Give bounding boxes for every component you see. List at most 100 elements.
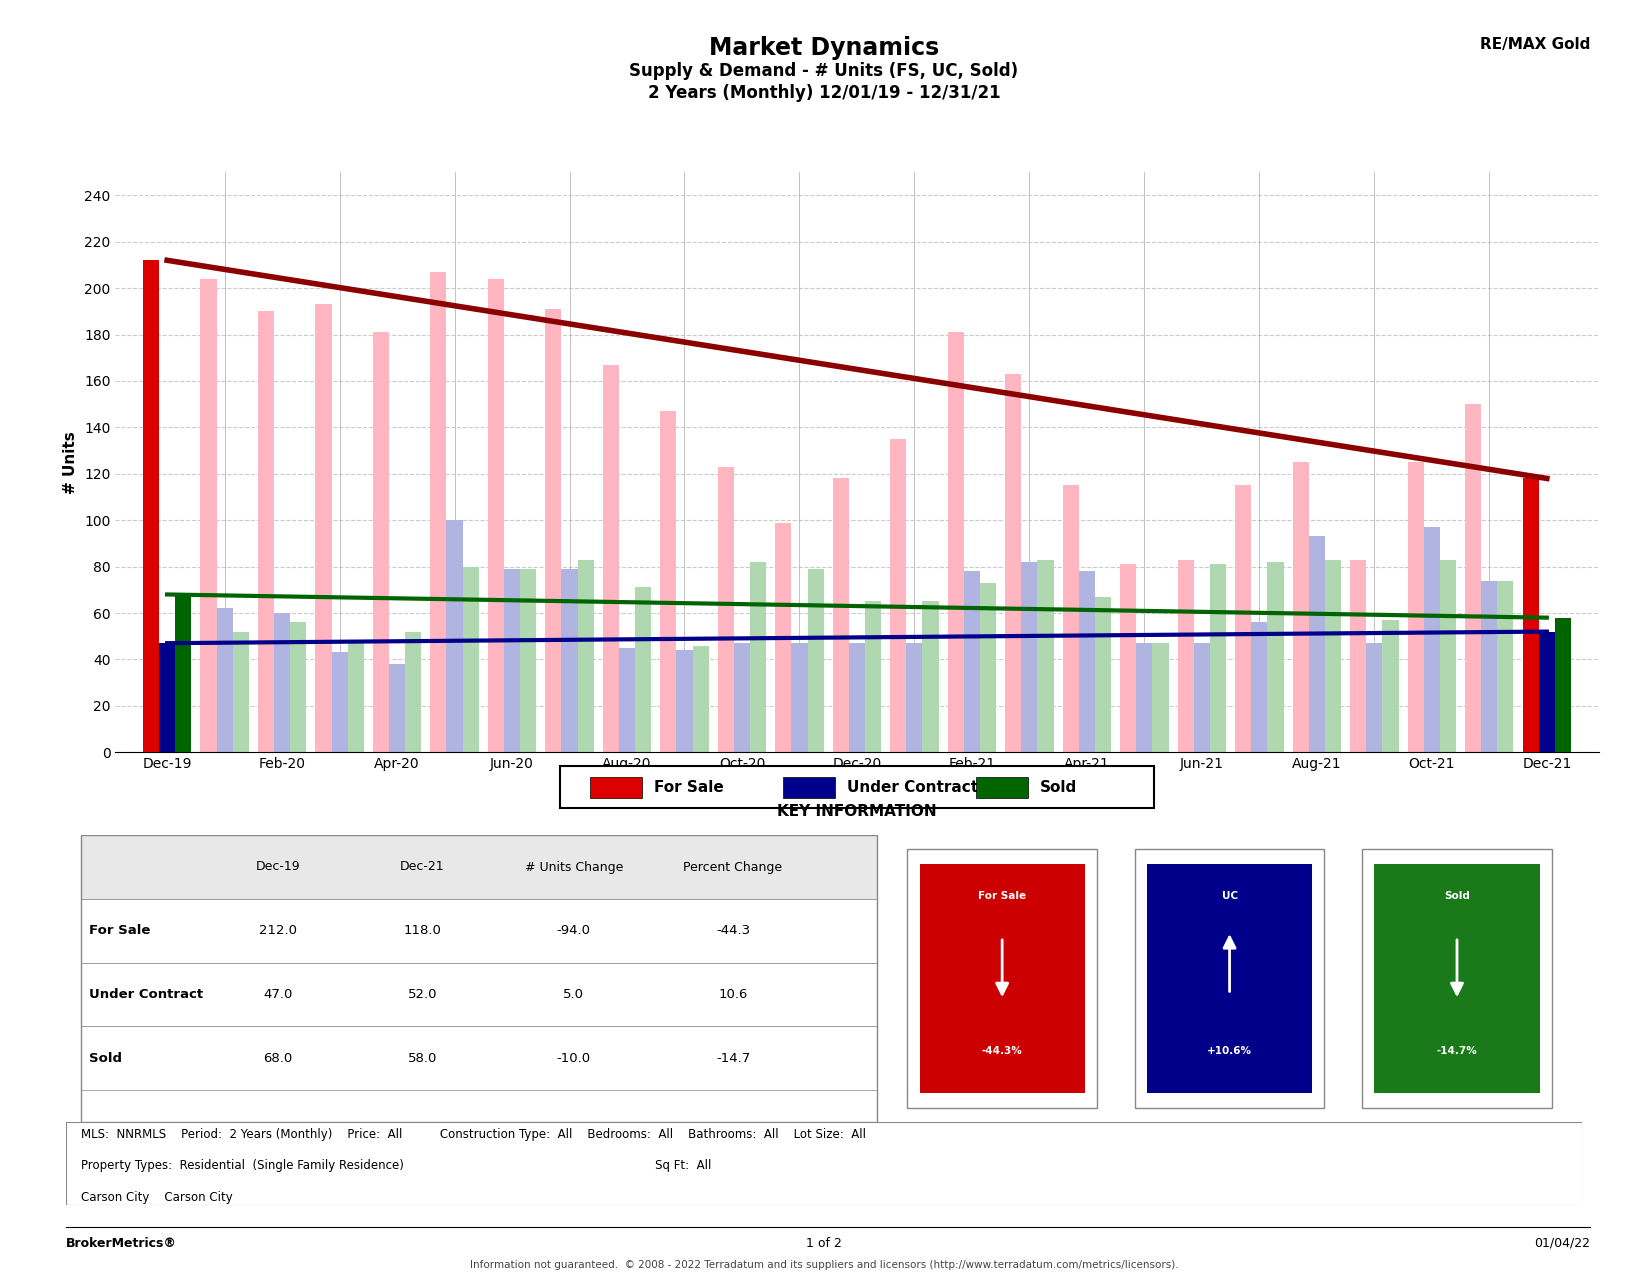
Bar xyxy=(808,569,824,752)
FancyBboxPatch shape xyxy=(560,766,1154,808)
Text: 212.0: 212.0 xyxy=(259,924,297,937)
Bar xyxy=(923,602,939,752)
Text: For Sale: For Sale xyxy=(977,891,1027,901)
Text: UC: UC xyxy=(1221,891,1238,901)
Bar xyxy=(447,520,463,752)
Text: Carson City    Carson City: Carson City Carson City xyxy=(81,1191,232,1204)
Text: BrokerMetrics®: BrokerMetrics® xyxy=(66,1237,176,1250)
Text: Sold: Sold xyxy=(89,1052,122,1065)
Bar xyxy=(590,776,641,798)
Text: Dec-19: Dec-19 xyxy=(255,861,300,873)
Bar xyxy=(81,1026,877,1090)
Bar xyxy=(603,365,620,752)
Text: For Sale: For Sale xyxy=(654,780,723,794)
Text: Information not guaranteed.  © 2008 - 2022 Terradatum and its suppliers and lice: Information not guaranteed. © 2008 - 202… xyxy=(470,1260,1178,1270)
Text: 47.0: 47.0 xyxy=(264,988,293,1001)
Bar xyxy=(562,569,577,752)
Bar xyxy=(372,333,389,752)
Bar xyxy=(81,835,877,1122)
Bar xyxy=(1236,486,1251,752)
Bar xyxy=(908,849,1098,1108)
Bar xyxy=(1374,864,1539,1094)
Bar xyxy=(1152,643,1168,752)
Bar xyxy=(1523,478,1539,752)
Bar xyxy=(1251,622,1267,752)
Bar xyxy=(661,411,676,752)
Bar xyxy=(1539,631,1554,752)
Bar xyxy=(1350,560,1366,752)
Text: -10.0: -10.0 xyxy=(557,1052,592,1065)
Bar xyxy=(676,650,692,752)
Bar xyxy=(1523,478,1539,752)
Y-axis label: # Units: # Units xyxy=(63,431,79,493)
Bar xyxy=(906,643,923,752)
Bar xyxy=(1079,571,1094,752)
Bar xyxy=(964,571,981,752)
Bar xyxy=(1094,597,1111,752)
Bar xyxy=(981,583,995,752)
Bar xyxy=(143,260,160,752)
Text: Under Contract: Under Contract xyxy=(89,988,203,1001)
Text: 5.0: 5.0 xyxy=(564,988,585,1001)
Bar xyxy=(160,643,175,752)
Text: For Sale: For Sale xyxy=(89,924,150,937)
Bar xyxy=(1554,617,1571,752)
Text: MLS:  NNRMLS    Period:  2 Years (Monthly)    Price:  All          Construction : MLS: NNRMLS Period: 2 Years (Monthly) Pr… xyxy=(81,1128,867,1141)
Bar xyxy=(1022,562,1038,752)
Bar xyxy=(175,594,191,752)
Bar xyxy=(1465,404,1482,752)
Bar xyxy=(331,653,348,752)
Bar xyxy=(1407,463,1424,752)
Bar xyxy=(1178,560,1193,752)
Text: Percent Change: Percent Change xyxy=(684,861,783,873)
Bar xyxy=(1292,463,1309,752)
Bar xyxy=(1325,560,1341,752)
Bar xyxy=(545,309,562,752)
Bar xyxy=(348,643,364,752)
Bar xyxy=(634,588,651,752)
Text: -44.3%: -44.3% xyxy=(982,1046,1022,1056)
Text: -14.7%: -14.7% xyxy=(1437,1046,1477,1056)
Text: KEY INFORMATION: KEY INFORMATION xyxy=(778,803,936,819)
Text: Supply & Demand - # Units (FS, UC, Sold): Supply & Demand - # Units (FS, UC, Sold) xyxy=(630,62,1018,80)
Bar xyxy=(1363,849,1552,1108)
Text: -94.0: -94.0 xyxy=(557,924,592,937)
Bar xyxy=(1121,565,1137,752)
Bar xyxy=(521,569,536,752)
Bar xyxy=(1498,580,1513,752)
Bar xyxy=(791,643,808,752)
Text: 118.0: 118.0 xyxy=(404,924,442,937)
Bar xyxy=(1193,643,1210,752)
Bar xyxy=(1554,617,1571,752)
Text: +10.6%: +10.6% xyxy=(1206,1046,1252,1056)
Bar xyxy=(890,439,906,752)
Bar xyxy=(948,333,964,752)
Text: Sold: Sold xyxy=(1444,891,1470,901)
Bar xyxy=(976,776,1028,798)
Bar xyxy=(1210,565,1226,752)
Text: 58.0: 58.0 xyxy=(407,1052,437,1065)
Bar xyxy=(750,562,766,752)
Bar xyxy=(719,467,733,752)
Bar xyxy=(232,631,249,752)
Text: Dec-21: Dec-21 xyxy=(400,861,445,873)
Text: Under Contract: Under Contract xyxy=(847,780,977,794)
Bar xyxy=(81,963,877,1026)
Text: -14.7: -14.7 xyxy=(715,1052,750,1065)
Text: 68.0: 68.0 xyxy=(264,1052,293,1065)
Bar xyxy=(488,279,504,752)
Text: 2 Years (Monthly) 12/01/19 - 12/31/21: 2 Years (Monthly) 12/01/19 - 12/31/21 xyxy=(648,84,1000,102)
Bar xyxy=(143,260,160,752)
Text: RE/MAX Gold: RE/MAX Gold xyxy=(1480,37,1590,52)
Bar xyxy=(849,643,865,752)
Bar xyxy=(920,864,1084,1094)
Bar xyxy=(865,602,882,752)
Bar xyxy=(733,643,750,752)
Bar xyxy=(81,899,877,963)
Bar xyxy=(1539,631,1554,752)
Bar xyxy=(405,631,422,752)
Bar xyxy=(430,272,447,752)
Bar xyxy=(504,569,521,752)
Text: 52.0: 52.0 xyxy=(407,988,437,1001)
Bar xyxy=(1482,580,1498,752)
